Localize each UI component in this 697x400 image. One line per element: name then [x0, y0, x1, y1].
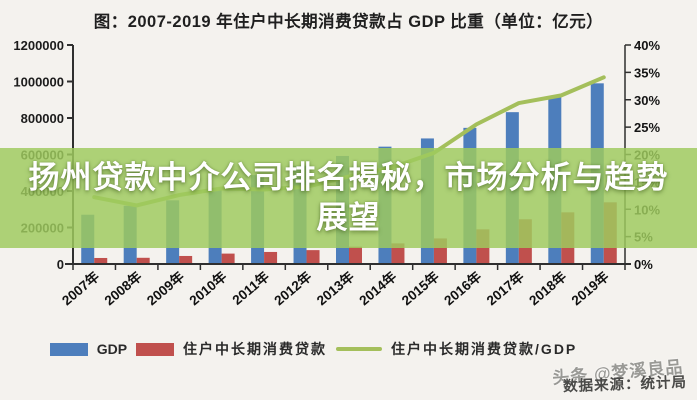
loan-bar	[349, 246, 362, 264]
left-axis-tick-label: 0	[57, 257, 64, 272]
left-axis-tick-label: 800000	[21, 111, 64, 126]
x-axis-category-label: 2016年	[441, 268, 485, 309]
data-source-text: 数据来源：统计局	[562, 374, 688, 396]
right-axis-tick-label: 0%	[634, 257, 653, 272]
right-axis-tick-label: 40%	[634, 38, 660, 53]
left-axis-tick-label: 1200000	[13, 38, 64, 53]
gdp-legend-swatch	[49, 342, 88, 356]
x-axis-category-label: 2008年	[101, 268, 145, 309]
x-axis-category-label: 2012年	[271, 268, 315, 309]
ratio-line-legend-swatch	[336, 347, 383, 351]
banner-line-1: 扬州贷款中介公司排名揭秘，市场分析与趋势	[28, 160, 669, 195]
loan-bar	[136, 257, 150, 264]
x-axis-category-label: 2013年	[313, 268, 357, 309]
right-axis-tick-label: 25%	[634, 120, 660, 135]
ratio-legend-label: 住户中长期消费贷款/GDP	[391, 341, 578, 357]
chart-legend: GDP 住户中长期消费贷款 住户中长期消费贷款/GDP	[0, 339, 697, 359]
x-axis-category-label: 2015年	[398, 268, 442, 309]
right-axis-tick-label: 30%	[634, 93, 660, 108]
loan-bar	[306, 250, 320, 264]
x-axis-category-label: 2009年	[143, 268, 187, 309]
x-axis-category-label: 2018年	[526, 268, 570, 309]
right-axis-tick-label: 35%	[634, 65, 660, 80]
loan-bar	[179, 255, 193, 264]
x-axis-category-label: 2019年	[568, 268, 612, 309]
gdp-legend-label: GDP	[96, 341, 128, 357]
loan-bar	[264, 251, 278, 264]
loan-legend-swatch	[136, 342, 175, 356]
loan-legend-label: 住户中长期消费贷款	[183, 341, 328, 357]
x-axis-category-label: 2017年	[483, 268, 527, 309]
x-axis-category-label: 2007年	[59, 268, 103, 309]
x-axis-category-label: 2011年	[229, 268, 272, 308]
loan-bar	[94, 257, 108, 264]
banner-line-2: 展望	[316, 200, 381, 235]
x-axis-category-label: 2010年	[186, 268, 230, 309]
overlay-banner: 扬州贷款中介公司排名揭秘，市场分析与趋势 展望	[0, 148, 697, 248]
loan-bar	[391, 243, 405, 264]
loan-bar	[221, 253, 235, 264]
left-axis-tick-label: 1000000	[13, 75, 64, 90]
x-axis-category-label: 2014年	[356, 268, 400, 309]
chart-title: 图：2007-2019 年住户中长期消费贷款占 GDP 比重（单位：亿元）	[93, 13, 604, 31]
